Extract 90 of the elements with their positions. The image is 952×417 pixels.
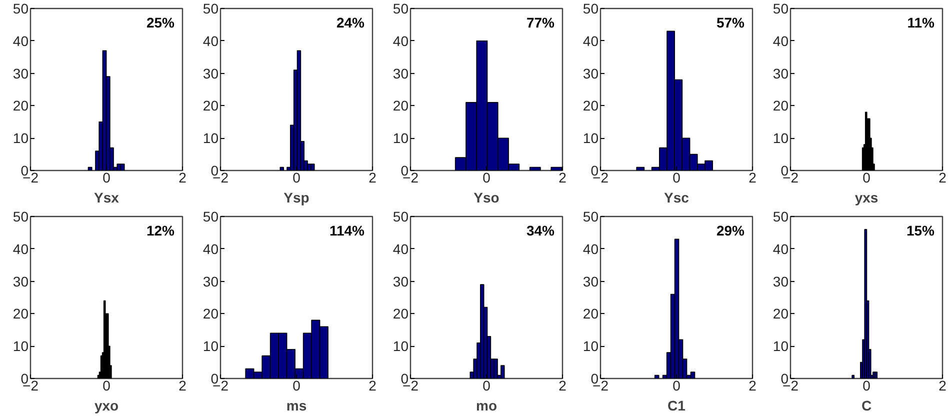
annotation: 12% [146, 222, 176, 238]
y-tick-label: 10 [392, 338, 409, 354]
y-tick-label: 20 [392, 306, 409, 322]
x-tick-label: 0 [862, 378, 871, 394]
y-tick-label: 20 [12, 306, 29, 322]
y-tick-label: 20 [772, 98, 789, 114]
x-tick-label: 0 [292, 170, 301, 186]
annotation: 29% [716, 222, 746, 238]
y-tick-label: 50 [582, 0, 599, 16]
annotation: 57% [716, 14, 746, 30]
x-tick-label: 0 [482, 378, 491, 394]
y-tick-label: 20 [582, 98, 599, 114]
y-tick-label: 20 [202, 98, 219, 114]
y-tick-label: 50 [202, 0, 219, 16]
x-tick-label: 0 [672, 170, 681, 186]
x-tick-label: 0 [482, 170, 491, 186]
annotation: 34% [526, 222, 556, 238]
x-tick-label: 0 [102, 378, 111, 394]
y-tick-label: 50 [772, 208, 789, 224]
x-tick-label: 2 [558, 378, 567, 394]
y-tick-label: 20 [772, 306, 789, 322]
y-tick-label: 50 [772, 0, 789, 16]
y-tick-label: 30 [12, 273, 29, 290]
y-tick-label: 10 [392, 130, 409, 146]
annotation: 25% [146, 14, 176, 30]
x-tick-label: 0 [292, 378, 301, 394]
y-tick-label: 30 [582, 273, 599, 290]
y-tick-label: 10 [12, 130, 29, 146]
x-axis-title: mo [476, 398, 497, 414]
x-tick-label: 0 [672, 378, 681, 394]
y-tick-label: 10 [582, 130, 599, 146]
x-axis-title: C [861, 398, 872, 414]
x-tick-label: 2 [178, 170, 187, 186]
annotation: 77% [526, 14, 556, 30]
y-tick-label: 30 [202, 273, 219, 290]
y-tick-label: 30 [392, 65, 409, 82]
x-axis-title: yxs [854, 190, 878, 206]
y-tick-label: 30 [772, 65, 789, 82]
y-tick-label: 10 [582, 338, 599, 354]
annotation: 15% [906, 222, 936, 238]
y-tick-label: 10 [202, 130, 219, 146]
x-tick-label: 0 [862, 170, 871, 186]
annotation: 11% [907, 14, 936, 30]
y-tick-label: 10 [202, 338, 219, 354]
y-tick-label: 30 [392, 273, 409, 290]
x-tick-label: 2 [368, 378, 377, 394]
y-tick-label: 50 [12, 0, 29, 16]
y-tick-label: 10 [12, 338, 29, 354]
x-axis-title: Ysx [94, 190, 120, 206]
x-tick-label: 2 [938, 378, 947, 394]
y-tick-label: 40 [202, 240, 219, 257]
y-tick-label: 50 [582, 208, 599, 224]
x-tick-label: 2 [368, 170, 377, 186]
x-axis-title: Ysp [284, 190, 310, 206]
x-axis-title: ms [286, 398, 307, 414]
y-tick-label: 40 [392, 32, 409, 49]
y-tick-label: 30 [772, 273, 789, 290]
y-tick-label: 20 [202, 306, 219, 322]
annotation: 24% [336, 14, 366, 30]
y-tick-label: 20 [582, 306, 599, 322]
y-tick-label: 40 [12, 240, 29, 257]
x-tick-label: 2 [748, 378, 757, 394]
x-axis-title: C1 [668, 398, 686, 414]
y-tick-label: 30 [202, 65, 219, 82]
y-tick-label: 50 [392, 208, 409, 224]
y-tick-label: 40 [582, 32, 599, 49]
x-axis-title: yxo [94, 398, 119, 414]
y-tick-label: 50 [202, 208, 219, 224]
y-tick-label: 20 [12, 98, 29, 114]
y-tick-label: 40 [202, 32, 219, 49]
y-tick-label: 40 [772, 240, 789, 257]
annotation: 114% [329, 222, 366, 238]
x-axis-title: Ysc [664, 190, 690, 206]
y-tick-label: 30 [582, 65, 599, 82]
y-tick-label: 40 [392, 240, 409, 257]
x-axis-title: Yso [474, 190, 500, 206]
y-tick-label: 30 [12, 65, 29, 82]
x-tick-label: 2 [178, 378, 187, 394]
y-tick-label: 50 [12, 208, 29, 224]
x-tick-label: 2 [748, 170, 757, 186]
y-tick-label: 10 [772, 130, 789, 146]
y-tick-label: 10 [772, 338, 789, 354]
y-tick-label: 40 [12, 32, 29, 49]
y-tick-label: 40 [582, 240, 599, 257]
y-tick-label: 40 [772, 32, 789, 49]
y-tick-label: 50 [392, 0, 409, 16]
x-tick-label: 0 [102, 170, 111, 186]
y-tick-label: 20 [392, 98, 409, 114]
x-tick-label: 2 [558, 170, 567, 186]
x-tick-label: 2 [938, 170, 947, 186]
